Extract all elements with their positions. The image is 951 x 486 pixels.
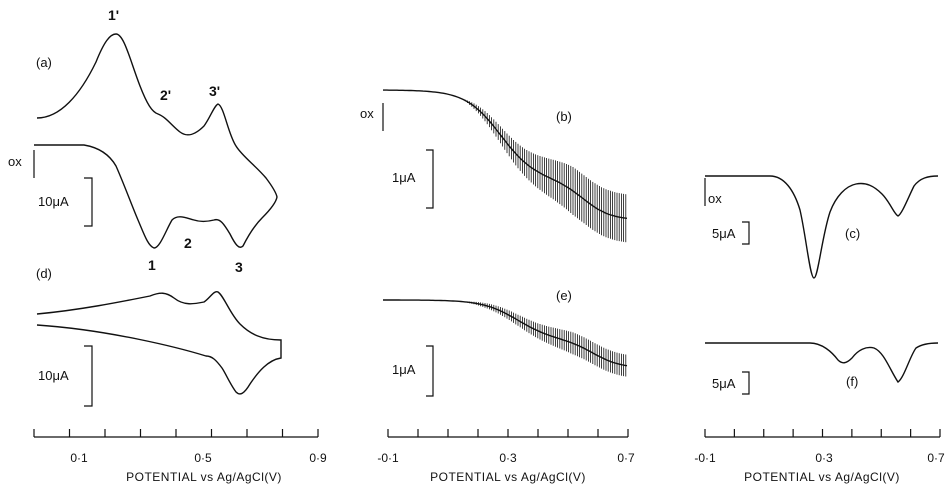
panel-label-f: (f) (846, 374, 858, 389)
panel-f: 5μA (f) (705, 342, 939, 395)
panel-a: (a) 1' 2' 3' 1 2 3 ox 10μA (8, 7, 278, 275)
x-axis-title: POTENTIAL vs Ag/AgCl(V) (430, 470, 586, 484)
scale-bar-f (742, 371, 750, 395)
ox-label-c: ox (708, 191, 722, 206)
scale-label-b: 1μA (392, 170, 416, 185)
peak-label-1p: 1' (108, 7, 119, 23)
ac-oscillation-e (466, 301, 627, 377)
panel-b: (b) ox 1μA (360, 89, 628, 243)
x-tick-label: 0·7 (927, 451, 945, 465)
scale-bar-d (84, 345, 93, 407)
x-ticks-middle (387, 429, 629, 437)
x-tick-label: 0·1 (70, 451, 88, 465)
scale-label-a: 10μA (38, 194, 69, 209)
x-axis-middle: -0·1 0·3 0·7 POTENTIAL vs Ag/AgCl(V) (377, 429, 635, 484)
peak-label-3p: 3' (209, 83, 220, 99)
scale-label-e: 1μA (392, 362, 416, 377)
x-ticks-left (33, 429, 319, 437)
x-tick-label: 0·7 (617, 451, 635, 465)
x-ticks-right (704, 429, 941, 437)
x-tick-label: 0·5 (194, 451, 212, 465)
cv-curve-d (36, 291, 282, 395)
scale-bar-b (426, 149, 434, 209)
x-tick-label: 0·3 (815, 451, 833, 465)
x-tick-label: -0·1 (694, 451, 716, 465)
dpv-curve-f (705, 342, 939, 383)
x-axis-title: POTENTIAL vs Ag/AgCl(V) (126, 470, 282, 484)
panel-label-c: (c) (845, 226, 860, 241)
ox-label-b: ox (360, 106, 374, 121)
scale-bar-c (742, 221, 750, 245)
scale-label-f: 5μA (712, 376, 736, 391)
x-axis-right: -0·1 0·3 0·7 POTENTIAL vs Ag/AgCl(V) (694, 429, 945, 484)
scale-label-c: 5μA (712, 226, 736, 241)
peak-label-2: 2 (184, 235, 192, 251)
peak-label-3: 3 (235, 259, 243, 275)
panel-label-b: (b) (556, 109, 572, 124)
peak-label-2p: 2' (160, 87, 171, 103)
scale-bar-e (426, 345, 434, 397)
x-tick-label: 0·9 (309, 451, 327, 465)
x-tick-label: 0·3 (499, 451, 517, 465)
scale-bar-a (84, 177, 93, 227)
ac-oscillation-b (464, 99, 627, 243)
x-axis-title: POTENTIAL vs Ag/AgCl(V) (744, 470, 900, 484)
panel-e: (e) 1μA (383, 288, 628, 397)
x-axis-left: 0·1 0·5 0·9 POTENTIAL vs Ag/AgCl(V) (33, 429, 327, 484)
panel-label-e: (e) (556, 288, 572, 303)
panel-label-d: (d) (36, 266, 52, 281)
dpv-curve-c (705, 175, 939, 279)
panel-label-a: (a) (36, 55, 52, 70)
panel-c: ox 5μA (c) (704, 175, 939, 279)
x-tick-label: -0·1 (377, 451, 399, 465)
scale-label-d: 10μA (38, 368, 69, 383)
panel-d: (d) 10μA (36, 266, 282, 407)
peak-label-1: 1 (148, 257, 156, 273)
ox-label-a: ox (8, 154, 22, 169)
cv-curve-a (34, 33, 278, 249)
